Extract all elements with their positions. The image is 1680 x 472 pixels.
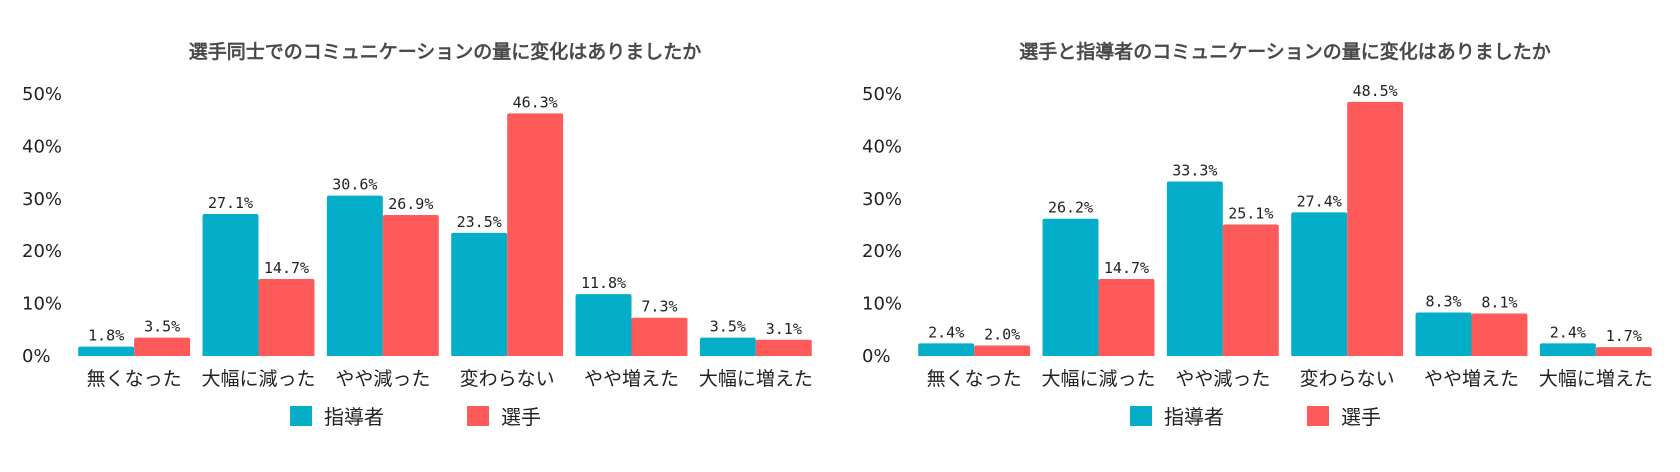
y-tick-label: 10% <box>862 294 902 315</box>
data-label: 30.6% <box>332 176 377 194</box>
data-label: 14.7% <box>264 259 309 277</box>
y-tick-label: 10% <box>22 294 62 315</box>
legend-label-coach: 指導者 <box>324 405 384 429</box>
legend-swatch-player <box>1307 406 1329 426</box>
x-tick-label: 大幅に増えた <box>1539 368 1653 390</box>
bar-player <box>134 337 191 356</box>
data-label: 27.1% <box>208 194 253 212</box>
chart-title: 選手と指導者のコミュニケーションの量に変化はありましたか <box>1019 40 1551 63</box>
data-label: 1.7% <box>1606 327 1642 345</box>
data-label: 3.5% <box>710 318 746 336</box>
bar-player <box>974 345 1031 356</box>
bar-coach <box>1291 212 1348 356</box>
chart-panel-player-coach-communication: 選手と指導者のコミュニケーションの量に変化はありましたか 0% 10% 20% 30% 4… <box>840 0 1680 472</box>
legend-label-coach: 指導者 <box>1164 405 1224 429</box>
data-label: 25.1% <box>1228 204 1273 222</box>
bar-coach <box>1166 181 1223 356</box>
bar-coach <box>451 232 508 356</box>
data-label: 8.3% <box>1425 293 1461 311</box>
data-label: 46.3% <box>513 93 558 111</box>
legend-label-player: 選手 <box>501 405 541 429</box>
chart-title: 選手同士でのコミュニケーションの量に変化はありましたか <box>189 40 702 63</box>
x-tick-label: 無くなった <box>87 368 182 390</box>
y-tick-label: 20% <box>22 241 62 262</box>
bar-coach <box>575 294 632 356</box>
y-tick-label: 40% <box>862 136 902 157</box>
y-tick-label: 50% <box>862 84 902 105</box>
x-tick-label: 大幅に減った <box>1041 368 1155 390</box>
y-tick-label: 40% <box>22 136 62 157</box>
bar-chart-player-coach-communication: 選手と指導者のコミュニケーションの量に変化はありましたか 0% 10% 20% 30% 4… <box>862 40 1653 429</box>
y-tick-label: 0% <box>22 346 51 367</box>
x-tick-label: 無くなった <box>927 368 1022 390</box>
bar-coach <box>78 346 135 356</box>
data-label: 23.5% <box>457 213 502 231</box>
bar-player <box>382 215 439 356</box>
legend-swatch-coach <box>290 406 312 426</box>
data-label: 3.5% <box>144 318 180 336</box>
x-tick-label: 変わらない <box>1300 368 1395 390</box>
y-tick-label: 20% <box>862 241 902 262</box>
bar-player <box>1347 101 1404 356</box>
data-label: 26.2% <box>1048 199 1093 217</box>
data-label: 7.3% <box>641 298 677 316</box>
bar-player <box>507 113 564 356</box>
data-label: 14.7% <box>1104 259 1149 277</box>
x-tick-label: 大幅に増えた <box>699 368 813 390</box>
data-label: 2.4% <box>1550 323 1586 341</box>
x-tick-label: やや減った <box>1175 368 1270 390</box>
data-label: 11.8% <box>581 274 626 292</box>
bar-coach <box>326 195 383 356</box>
bar-coach <box>918 343 975 356</box>
bar-coach <box>1415 312 1472 356</box>
bar-player <box>631 317 688 356</box>
y-tick-label: 0% <box>862 346 891 367</box>
data-label: 2.0% <box>984 326 1020 344</box>
y-tick-label: 50% <box>22 84 62 105</box>
data-label: 27.4% <box>1297 192 1342 210</box>
data-label: 48.5% <box>1353 82 1398 100</box>
bar-player <box>1471 313 1528 356</box>
legend-label-player: 選手 <box>1341 405 1381 429</box>
chart-panel-player-communication: 選手同士でのコミュニケーションの量に変化はありましたか 0% 10% 20% 30% 40… <box>22 40 813 429</box>
bar-player <box>755 339 812 356</box>
data-label: 1.8% <box>88 327 124 345</box>
x-tick-label: 変わらない <box>460 368 555 390</box>
x-tick-label: やや増えた <box>1424 368 1519 390</box>
bar-player <box>1222 224 1279 356</box>
x-tick-label: 大幅に減った <box>201 368 315 390</box>
data-label: 33.3% <box>1172 162 1217 180</box>
x-tick-label: やや減った <box>335 368 430 390</box>
legend-swatch-player <box>467 406 489 426</box>
bar-player <box>1098 278 1155 356</box>
bar-chart-player-communication: 選手同士でのコミュニケーションの量に変化はありましたか 0% 10% 20% 30% 40… <box>22 40 813 429</box>
bar-coach <box>1042 218 1099 356</box>
legend-swatch-coach <box>1130 406 1152 426</box>
data-label: 26.9% <box>388 195 433 213</box>
y-tick-label: 30% <box>22 189 62 210</box>
bar-coach <box>1539 343 1596 356</box>
bar-coach <box>202 213 259 356</box>
bar-player <box>1595 347 1652 356</box>
bar-player <box>258 278 315 356</box>
bar-coach <box>699 337 756 356</box>
data-label: 3.1% <box>766 320 802 338</box>
x-tick-label: やや増えた <box>584 368 679 390</box>
data-label: 2.4% <box>928 323 964 341</box>
data-label: 8.1% <box>1481 294 1517 312</box>
y-tick-label: 30% <box>862 189 902 210</box>
